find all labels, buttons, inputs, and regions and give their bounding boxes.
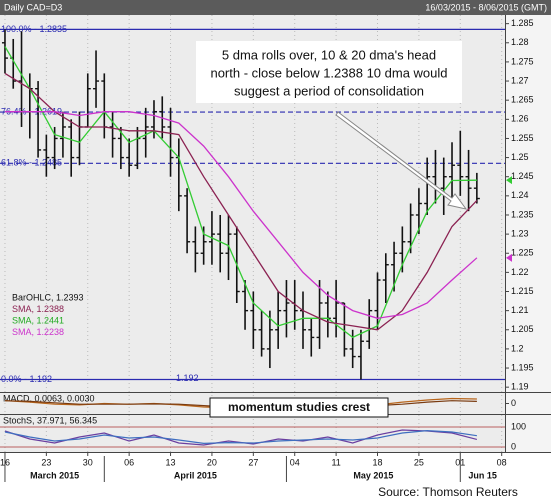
sma-line bbox=[4, 46, 477, 339]
y-tick-label: 1.24 bbox=[511, 190, 529, 200]
panel-label: StochS, 37.971, 56.345 bbox=[3, 415, 97, 425]
month-label: April 2015 bbox=[174, 470, 217, 480]
callout-box bbox=[209, 397, 389, 418]
annotation-line: north - close below 1.2388 10 dma would bbox=[210, 65, 447, 80]
y-tick-label: 1.225 bbox=[511, 248, 534, 258]
x-tick-label: 30 bbox=[83, 457, 93, 467]
y-tick-label: 1.275 bbox=[511, 56, 534, 66]
y-tick-label: 1.245 bbox=[511, 171, 534, 181]
header-left: Daily CAD=D3 bbox=[4, 2, 62, 12]
x-tick-label: 18 bbox=[373, 457, 383, 467]
annotation: 5 dma rolls over, 10 & 20 dma's head nor… bbox=[196, 41, 468, 418]
fib-label: 61.8% - 1.2485 bbox=[1, 158, 62, 168]
sma-line bbox=[4, 72, 478, 331]
annotation-arrow bbox=[335, 111, 468, 210]
x-tick-label: 23 bbox=[41, 457, 51, 467]
y-tick-label: 100 bbox=[511, 421, 526, 431]
y-tick-label: 1.235 bbox=[511, 209, 534, 219]
sma-line bbox=[5, 111, 478, 319]
annotation-line: suggest a period of consolidation bbox=[234, 83, 424, 98]
annotation-box bbox=[196, 41, 462, 103]
month-label: March 2015 bbox=[30, 470, 79, 480]
legend-entry: SMA, 1.2388 bbox=[12, 304, 64, 314]
x-tick-label: 11 bbox=[331, 457, 340, 467]
y-tick-label: 1.19 bbox=[511, 382, 529, 392]
y-tick-label: 1.21 bbox=[511, 305, 529, 315]
y-tick-label: 1.25 bbox=[511, 152, 529, 162]
y-tick-label: 1.26 bbox=[511, 114, 529, 124]
axis-background bbox=[505, 15, 551, 452]
panel-label: MACD, 0.0063, 0.0030 bbox=[3, 393, 95, 403]
fib-label: 0.0% - 1.192 bbox=[1, 374, 52, 384]
header-bar bbox=[0, 0, 551, 15]
chart-layer: 1.19 1.195 1.2 1.205 1.21 1.215 1.22 1.225 1.23 1… bbox=[0, 15, 534, 482]
y-tick-label: 1.215 bbox=[511, 286, 534, 296]
y-tick-label: 1.2 bbox=[511, 343, 524, 353]
y-tick-label: 1.23 bbox=[511, 228, 529, 238]
y-tick-label: 1.285 bbox=[511, 18, 534, 28]
x-tick-label: 20 bbox=[207, 457, 217, 467]
source: Source: Thomson Reuters bbox=[378, 485, 518, 499]
fib-label: 100.0% - 1.2835 bbox=[1, 24, 67, 34]
stoch-line bbox=[4, 429, 477, 445]
y-tick-label: 1.28 bbox=[511, 37, 529, 47]
header-right: 16/03/2015 - 8/06/2015 (GMT) bbox=[425, 2, 547, 12]
callout-text: momentum studies crest bbox=[228, 400, 370, 414]
y-tick-label: 1.27 bbox=[511, 75, 529, 85]
y-tick-label: 1.195 bbox=[511, 362, 534, 372]
low-label: 1.192 bbox=[176, 373, 199, 383]
x-tick-label: 25 bbox=[414, 457, 424, 467]
last-value-marker bbox=[506, 253, 512, 262]
x-tick-label: 13 bbox=[166, 457, 176, 467]
x-tick-label: 04 bbox=[290, 457, 300, 467]
month-label: Jun 15 bbox=[468, 470, 497, 480]
y-tick-label: 1.205 bbox=[511, 324, 534, 334]
y-tick-label: 1.255 bbox=[511, 133, 534, 143]
x-tick-label: 08 bbox=[497, 457, 507, 467]
y-tick-label: 1.265 bbox=[511, 95, 534, 105]
x-tick-label: 06 bbox=[124, 457, 134, 467]
legend-entry: SMA, 1.2441 bbox=[12, 315, 64, 325]
last-value-marker bbox=[506, 176, 512, 185]
month-label: May 2015 bbox=[353, 470, 393, 480]
legend-entry: SMA, 1.2238 bbox=[12, 327, 64, 337]
x-tick-label: 27 bbox=[248, 457, 258, 467]
legend-entry: BarOHLC, 1.2393 bbox=[12, 292, 84, 302]
y-tick-label: 0 bbox=[511, 441, 516, 451]
y-tick-label: 1.22 bbox=[511, 267, 529, 277]
annotation-line: 5 dma rolls over, 10 & 20 dma's head bbox=[222, 47, 436, 62]
y-tick-label: 0 bbox=[511, 398, 516, 408]
